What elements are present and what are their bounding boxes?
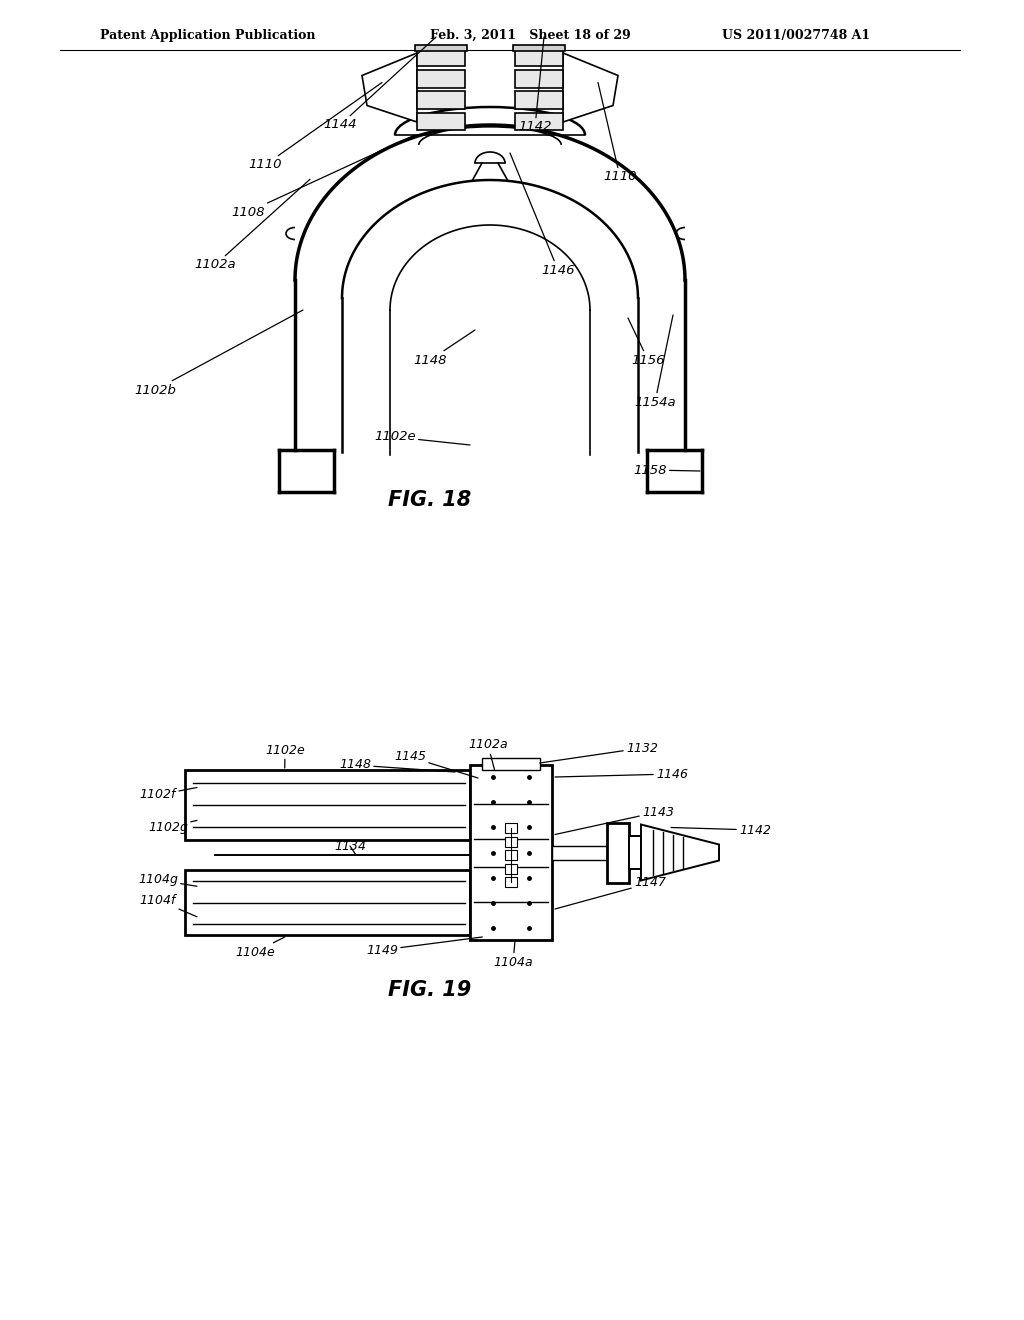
Text: US 2011/0027748 A1: US 2011/0027748 A1 [722, 29, 870, 41]
Bar [629, 836, 641, 869]
Text: 1132: 1132 [540, 742, 658, 763]
Text: Feb. 3, 2011   Sheet 18 of 29: Feb. 3, 2011 Sheet 18 of 29 [430, 29, 631, 41]
Text: 1148: 1148 [414, 330, 475, 367]
Text: 1102b: 1102b [134, 310, 303, 396]
Polygon shape [641, 825, 719, 880]
Bar [607, 822, 629, 883]
Text: 1156: 1156 [628, 318, 665, 367]
Bar [515, 91, 563, 108]
Bar [185, 770, 470, 840]
Bar [505, 863, 517, 874]
Bar [505, 837, 517, 846]
Text: 1110: 1110 [248, 82, 382, 172]
Text: 1144: 1144 [324, 37, 436, 132]
Text: 1158: 1158 [633, 463, 700, 477]
Text: 1104g: 1104g [138, 874, 197, 887]
Bar [415, 45, 467, 51]
Bar [417, 70, 465, 87]
Bar [470, 766, 552, 940]
Text: 1102f: 1102f [140, 788, 197, 801]
Text: 1102e: 1102e [265, 743, 305, 768]
Bar [505, 850, 517, 861]
Polygon shape [362, 53, 417, 121]
Text: 1102a: 1102a [195, 180, 310, 272]
Text: FIG. 19: FIG. 19 [388, 979, 472, 1001]
Text: FIG. 18: FIG. 18 [388, 490, 472, 510]
Text: 1145: 1145 [394, 751, 478, 777]
Bar [515, 112, 563, 129]
Polygon shape [563, 53, 618, 121]
Bar [505, 822, 517, 833]
Text: 1142: 1142 [671, 824, 771, 837]
Bar [513, 45, 565, 51]
Text: 1148: 1148 [339, 759, 455, 772]
Text: 1104f: 1104f [140, 894, 197, 917]
Bar [417, 91, 465, 108]
Text: 1108: 1108 [231, 135, 415, 219]
Bar [505, 876, 517, 887]
Text: 1154a: 1154a [634, 315, 676, 408]
Text: 1146: 1146 [555, 767, 688, 780]
Text: 1134: 1134 [334, 840, 366, 855]
Bar [417, 112, 465, 129]
Text: 1104a: 1104a [494, 940, 532, 969]
Text: 1104e: 1104e [236, 937, 285, 958]
Text: 1142: 1142 [518, 37, 552, 133]
Bar [515, 49, 563, 66]
Bar [185, 870, 470, 935]
Bar [417, 49, 465, 66]
Text: 1146: 1146 [510, 153, 574, 276]
Bar [515, 70, 563, 87]
Bar [552, 846, 607, 859]
Text: 1102g: 1102g [148, 821, 197, 833]
Text: 1147: 1147 [555, 876, 666, 909]
Text: 1149: 1149 [366, 937, 482, 957]
Text: 1102e: 1102e [374, 430, 470, 445]
Text: 1102a: 1102a [468, 738, 508, 770]
Bar [482, 758, 540, 770]
Text: Patent Application Publication: Patent Application Publication [100, 29, 315, 41]
Text: 1143: 1143 [555, 805, 674, 834]
Text: 1110: 1110 [598, 82, 637, 183]
